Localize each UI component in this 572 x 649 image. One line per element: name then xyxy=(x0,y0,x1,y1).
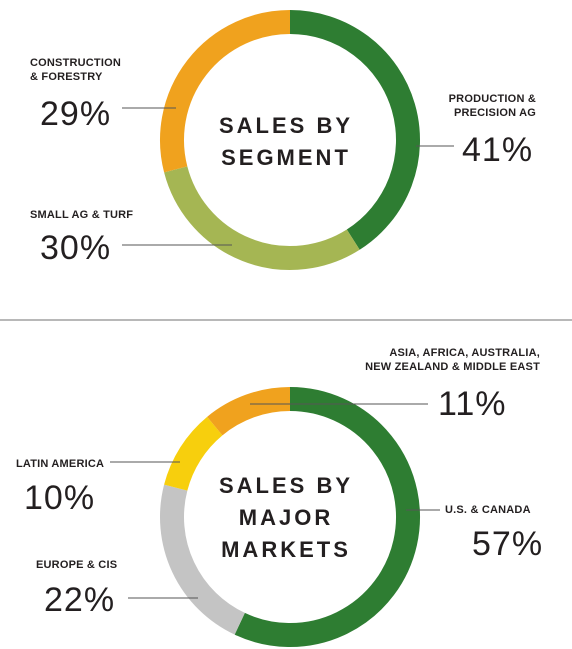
slice-latin-america xyxy=(164,416,223,491)
slice-small-ag-turf xyxy=(164,166,360,270)
segment-donut-chart xyxy=(160,10,420,270)
asia-africa-label: ASIA, AFRICA, AUSTRALIA, NEW ZEALAND & M… xyxy=(340,346,540,374)
asia-label-line-1: ASIA, AFRICA, AUSTRALIA, xyxy=(389,347,540,359)
slice-production-precision-ag xyxy=(289,10,420,250)
markets-donut-chart xyxy=(160,387,420,647)
segment-title-line-2: SEGMENT xyxy=(221,145,351,170)
asia-label-line-2: NEW ZEALAND & MIDDLE EAST xyxy=(365,361,540,373)
section-divider xyxy=(0,319,572,321)
slice-asia-africa-australia-new-zealand-middle-east xyxy=(207,387,291,436)
markets-chart-title: SALES BY MAJOR MARKETS xyxy=(206,470,366,566)
segment-chart-title: SALES BY SEGMENT xyxy=(206,110,366,174)
us-canada-value: 57% xyxy=(472,525,544,563)
asia-africa-value: 11% xyxy=(438,385,507,423)
small-ag-turf-label: SMALL AG & TURF xyxy=(30,209,134,221)
markets-title-line-1: SALES BY xyxy=(218,473,354,498)
slice-construction-forestry xyxy=(160,10,291,173)
production-label-line-1: PRODUCTION & xyxy=(448,93,536,105)
production-label-line-2: PRECISION AG xyxy=(453,107,536,119)
slice-u-s-canada xyxy=(234,387,420,647)
leader-lines xyxy=(110,107,454,599)
slice-europe-cis xyxy=(160,484,246,635)
small-ag-turf-value: 30% xyxy=(40,229,112,267)
europe-cis-label: EUROPE & CIS xyxy=(36,559,118,571)
markets-title-line-2: MAJOR xyxy=(238,505,334,530)
construction-forestry-value: 29% xyxy=(40,95,112,133)
construction-label-line-1: CONSTRUCTION xyxy=(30,57,122,69)
latin-america-label: LATIN AMERICA xyxy=(16,458,105,470)
markets-title-line-3: MARKETS xyxy=(221,537,351,562)
segment-title-line-1: SALES BY xyxy=(218,113,354,138)
construction-label-line-2: & FORESTRY xyxy=(30,71,103,83)
latin-america-value: 10% xyxy=(24,479,96,517)
construction-forestry-label: CONSTRUCTION & FORESTRY xyxy=(30,56,121,84)
us-canada-label: U.S. & CANADA xyxy=(445,504,531,516)
production-precision-value: 41% xyxy=(462,131,534,169)
production-precision-label: PRODUCTION & PRECISION AG xyxy=(400,92,536,120)
europe-cis-value: 22% xyxy=(44,581,116,619)
